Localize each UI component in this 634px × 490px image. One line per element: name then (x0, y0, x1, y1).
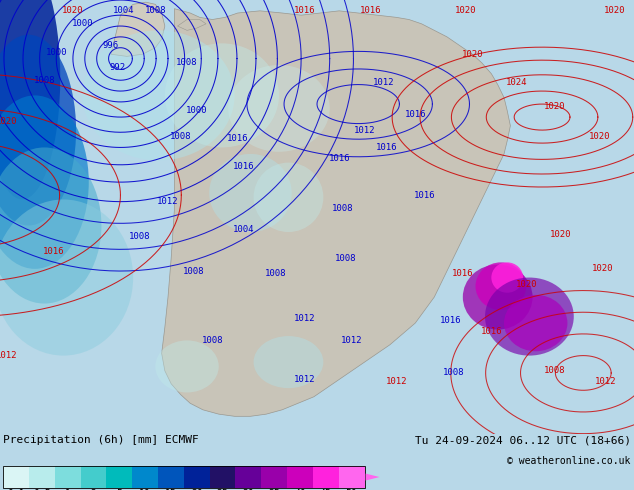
Text: 1008: 1008 (332, 204, 353, 213)
Text: 1008: 1008 (170, 132, 191, 141)
Text: 1000: 1000 (72, 19, 93, 28)
Bar (133, 466, 158, 488)
Text: © weatheronline.co.uk: © weatheronline.co.uk (507, 456, 631, 466)
Text: 1012: 1012 (294, 314, 315, 323)
Ellipse shape (476, 262, 526, 310)
Text: 1016: 1016 (376, 143, 398, 152)
Text: 1000: 1000 (46, 48, 68, 56)
Text: 1012: 1012 (294, 375, 315, 384)
Polygon shape (178, 20, 206, 30)
Ellipse shape (504, 295, 567, 351)
Text: 996: 996 (103, 41, 119, 50)
Bar (287, 466, 313, 488)
Text: 1020: 1020 (462, 49, 483, 59)
Text: 1016: 1016 (294, 6, 315, 15)
Ellipse shape (155, 341, 219, 392)
Ellipse shape (0, 147, 101, 304)
Text: 1012: 1012 (385, 377, 407, 386)
Text: 1016: 1016 (481, 327, 502, 336)
Ellipse shape (0, 35, 76, 225)
Text: 1008: 1008 (265, 269, 287, 278)
Bar (29, 466, 55, 488)
Bar (3, 466, 29, 488)
Ellipse shape (463, 265, 533, 330)
Bar (210, 466, 235, 488)
Text: 1008: 1008 (443, 368, 464, 377)
Text: 992: 992 (109, 63, 126, 72)
Bar (55, 466, 81, 488)
Bar (261, 466, 287, 488)
Text: Tu 24-09-2024 06..12 UTC (18+66): Tu 24-09-2024 06..12 UTC (18+66) (415, 435, 631, 445)
Ellipse shape (491, 262, 523, 293)
Text: 1016: 1016 (439, 317, 461, 325)
Text: 1008: 1008 (335, 253, 356, 263)
Text: 1008: 1008 (176, 58, 198, 68)
Text: 1012: 1012 (0, 351, 17, 360)
Text: 1012: 1012 (157, 197, 179, 206)
Text: 1020: 1020 (62, 6, 84, 15)
Text: 1020: 1020 (455, 6, 477, 15)
Bar (107, 466, 133, 488)
Text: 1020: 1020 (604, 6, 626, 15)
Text: 1024: 1024 (506, 78, 527, 87)
Ellipse shape (165, 44, 279, 147)
Ellipse shape (209, 154, 292, 232)
Ellipse shape (0, 96, 89, 269)
Text: 1020: 1020 (588, 132, 610, 141)
Text: 1004: 1004 (233, 225, 255, 234)
Text: 1008: 1008 (129, 232, 150, 241)
Ellipse shape (254, 163, 323, 232)
Text: 1008: 1008 (183, 267, 204, 275)
Bar (3, 466, 365, 488)
Text: 1008: 1008 (34, 76, 55, 85)
Text: 1000: 1000 (186, 106, 207, 115)
Ellipse shape (0, 199, 133, 356)
Text: 1008: 1008 (544, 366, 566, 375)
Text: 1016: 1016 (360, 6, 382, 15)
Bar (235, 466, 261, 488)
Bar (339, 466, 365, 488)
Bar (313, 466, 339, 488)
Text: 1020: 1020 (544, 102, 566, 111)
Text: 1020: 1020 (592, 265, 613, 273)
Text: 1020: 1020 (515, 279, 537, 289)
Polygon shape (162, 9, 510, 416)
Text: 1012: 1012 (373, 78, 394, 87)
Ellipse shape (254, 336, 323, 388)
Ellipse shape (228, 65, 330, 152)
Text: 1016: 1016 (452, 269, 474, 278)
Text: Precipitation (6h) [mm] ECMWF: Precipitation (6h) [mm] ECMWF (3, 435, 199, 445)
Bar (158, 466, 184, 488)
Ellipse shape (485, 277, 574, 356)
Text: 1020: 1020 (0, 117, 17, 126)
Text: 1012: 1012 (595, 377, 616, 386)
Text: 1016: 1016 (404, 110, 426, 120)
Text: 1008: 1008 (145, 6, 166, 15)
Text: 1016: 1016 (227, 134, 249, 143)
Bar (81, 466, 107, 488)
Text: 1020: 1020 (550, 230, 572, 239)
Text: 1016: 1016 (328, 154, 350, 163)
Text: 1004: 1004 (113, 6, 134, 15)
Polygon shape (111, 2, 165, 56)
Text: 1012: 1012 (341, 336, 363, 345)
Text: 1008: 1008 (202, 336, 223, 345)
Text: 1016: 1016 (233, 163, 255, 172)
Text: 1016: 1016 (414, 191, 436, 199)
Text: 1012: 1012 (354, 125, 375, 135)
Ellipse shape (82, 30, 235, 160)
Text: 1016: 1016 (43, 247, 65, 256)
Bar (184, 466, 210, 488)
Ellipse shape (0, 0, 60, 199)
